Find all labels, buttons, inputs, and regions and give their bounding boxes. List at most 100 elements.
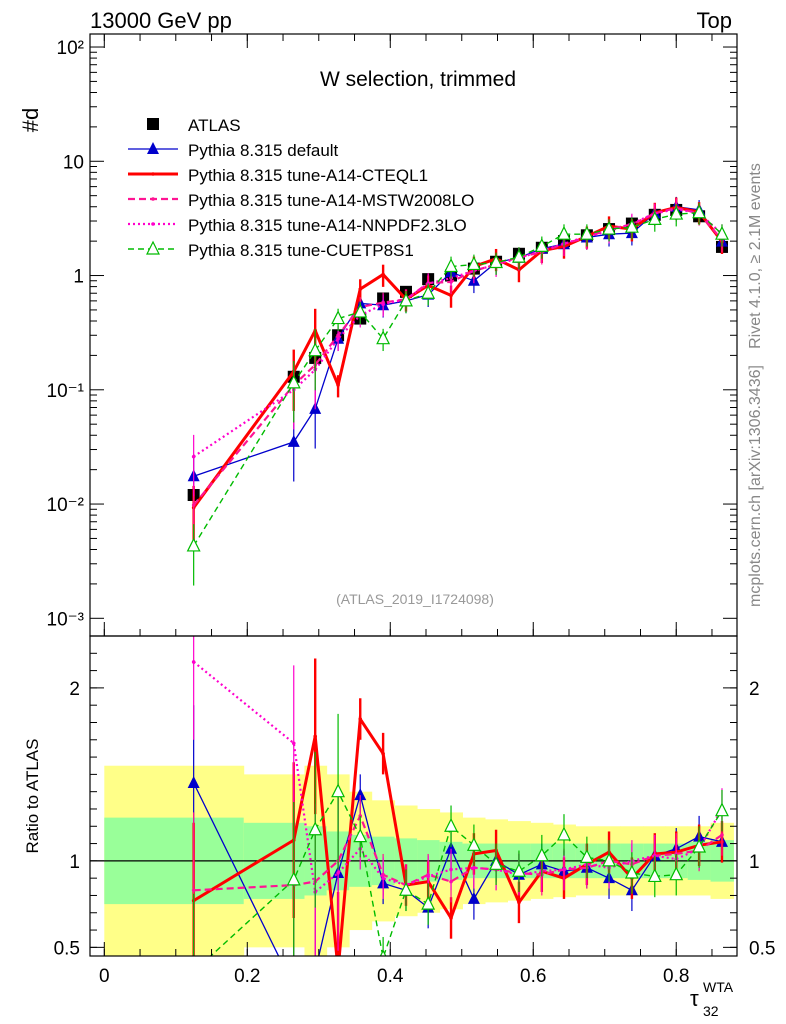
ratio-point — [286, 871, 301, 886]
ratio-point — [313, 734, 317, 739]
ratio-point — [720, 833, 724, 837]
y-tick-label-ratio-right: 1 — [749, 852, 760, 873]
x-tick-label: 0 — [99, 966, 110, 987]
ratio-point — [336, 968, 340, 972]
ratio-point — [336, 871, 340, 875]
mcplots-label: mcplots.cern.ch [arXiv:1306.3436] — [747, 365, 764, 607]
ratio-point — [467, 891, 480, 904]
ratio-point — [624, 864, 639, 879]
ratio-point — [421, 895, 436, 910]
ratio-point — [562, 867, 566, 872]
legend-marker — [146, 240, 160, 255]
x-tick-label: 0.4 — [377, 966, 404, 987]
ratio-point — [444, 817, 459, 832]
data-point — [624, 218, 639, 233]
data-point — [692, 204, 707, 219]
ratio-point — [358, 717, 363, 721]
data-point — [669, 205, 684, 220]
x-axis-label-sup: WTA — [703, 979, 734, 995]
legend-label: ATLAS — [188, 116, 241, 135]
data-point — [376, 330, 391, 345]
data-point — [421, 284, 436, 299]
ratio-point — [191, 888, 196, 893]
legend-entry: Pythia 8.315 tune-A14-CTEQL1 — [128, 166, 428, 185]
ratio-point — [449, 916, 453, 920]
x-axis-label-sub: 32 — [703, 1003, 719, 1019]
data-point — [511, 248, 526, 263]
ratio-point — [445, 841, 458, 854]
ratio-point — [381, 876, 385, 880]
legend-entry: ATLAS — [147, 116, 241, 135]
ratio-point — [715, 802, 729, 817]
energy-label: 13000 GeV pp — [90, 8, 232, 33]
data-point — [449, 293, 453, 298]
ratio-point — [449, 867, 453, 872]
data-point — [381, 302, 385, 307]
data-point — [331, 310, 346, 325]
data-point — [647, 211, 662, 225]
legend-label: Pythia 8.315 default — [188, 141, 339, 160]
ratio-point — [647, 868, 662, 883]
x-tick-label: 0.6 — [520, 966, 546, 987]
x-axis-label: τ — [690, 986, 699, 1011]
legend-entry: Pythia 8.315 tune-A14-NNPDF2.3LO — [128, 216, 467, 235]
ratio-point — [472, 865, 476, 870]
data-point — [286, 374, 301, 389]
y-axis-label-main: #d — [18, 108, 43, 132]
chart-title: W selection, trimmed — [320, 68, 516, 91]
ratio-point — [187, 776, 200, 789]
ratio-series-5 — [188, 713, 729, 977]
ratio-point — [426, 874, 430, 879]
data-point — [602, 220, 617, 235]
y-tick-label-main: 10⁻¹ — [47, 381, 85, 402]
legend-label: Pythia 8.315 tune-CUETP8S1 — [188, 241, 414, 260]
ratio-point — [309, 965, 321, 977]
legend-label: Pythia 8.315 tune-A14-CTEQL1 — [188, 166, 428, 185]
legend-entry: Pythia 8.315 tune-A14-MSTW2008LO — [128, 191, 474, 210]
data-point — [358, 287, 363, 291]
legend-label: Pythia 8.315 tune-A14-MSTW2008LO — [188, 191, 474, 210]
data-point — [715, 225, 729, 240]
ratio-point — [188, 965, 200, 977]
y-tick-label-ratio-left: 1 — [69, 852, 80, 873]
data-point — [287, 434, 300, 447]
legend-marker — [147, 142, 159, 154]
data-point — [557, 225, 571, 240]
ratio-point — [354, 788, 367, 801]
y-tick-label-main: 10 — [63, 152, 84, 173]
data-point — [308, 342, 323, 357]
y-tick-label-ratio-right: 2 — [749, 679, 760, 700]
data-point — [534, 238, 549, 252]
legend-label: Pythia 8.315 tune-A14-NNPDF2.3LO — [188, 216, 467, 235]
x-tick-label: 0.2 — [234, 966, 260, 987]
y-tick-label-ratio-right: 0.5 — [749, 938, 775, 959]
legend-marker — [151, 197, 155, 201]
data-point — [489, 254, 504, 269]
ratio-point — [557, 826, 571, 841]
ratio-point — [399, 881, 413, 896]
data-point — [399, 292, 413, 307]
legend: ATLAS Pythia 8.315 default Pythia 8.315 tu… — [128, 116, 474, 260]
ratio-uncertainty-bands — [90, 765, 737, 956]
series-line — [193, 211, 723, 547]
ratio-point — [602, 852, 617, 867]
rivet-label: Rivet 4.1.0, ≥ 2.1M events — [747, 163, 764, 349]
analysis-tag: (ATLAS_2019_I1724098) — [336, 591, 494, 607]
category-label: Top — [697, 8, 732, 33]
y-tick-label-main: 10² — [57, 38, 84, 59]
legend-marker — [151, 172, 155, 176]
ratio-point — [331, 783, 346, 798]
data-point — [336, 336, 340, 341]
y-axis-label-ratio: Ratio to ATLAS — [23, 739, 42, 854]
legend-entry: Pythia 8.315 default — [128, 141, 339, 160]
data-point — [579, 225, 594, 240]
ratio-point — [534, 847, 549, 862]
y-tick-label-ratio-left: 2 — [69, 679, 80, 700]
ratio-plot-area — [187, 636, 729, 992]
x-tick-label: 0.8 — [663, 966, 689, 987]
ratio-point — [288, 980, 300, 992]
legend-marker — [147, 118, 159, 130]
main-plot-area — [186, 196, 729, 586]
data-point — [381, 272, 385, 277]
